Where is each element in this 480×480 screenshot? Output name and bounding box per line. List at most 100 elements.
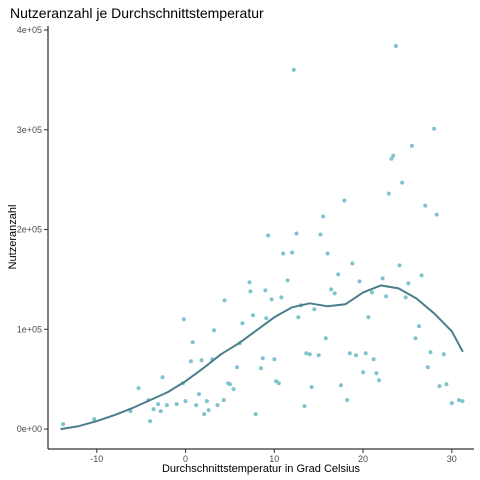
data-point xyxy=(290,250,295,255)
data-point xyxy=(240,321,245,326)
data-point xyxy=(231,387,236,392)
data-point xyxy=(190,340,195,345)
data-point xyxy=(188,359,193,364)
data-point xyxy=(336,272,341,277)
data-point xyxy=(403,295,408,300)
data-point xyxy=(272,357,277,362)
data-point xyxy=(266,233,271,238)
data-point xyxy=(61,422,66,427)
y-tick-label: 1e+05 xyxy=(17,324,42,334)
data-point xyxy=(393,44,398,48)
x-axis-ticks: -10 0 10 20 30 xyxy=(90,449,457,464)
data-point xyxy=(221,398,226,403)
data-point xyxy=(148,419,153,424)
smooth-line xyxy=(60,284,464,430)
data-point xyxy=(204,399,209,404)
data-point xyxy=(263,288,268,293)
data-point xyxy=(425,365,430,370)
data-point xyxy=(397,263,402,268)
data-point xyxy=(456,398,461,403)
data-point xyxy=(199,358,204,363)
data-point xyxy=(247,280,252,285)
y-tick-label: 2e+05 xyxy=(17,225,42,235)
data-point xyxy=(164,403,169,408)
data-point xyxy=(158,409,163,414)
data-point xyxy=(260,356,265,361)
data-point xyxy=(384,294,389,299)
data-point xyxy=(323,336,328,341)
data-point xyxy=(202,412,207,417)
data-point xyxy=(183,399,188,404)
data-point xyxy=(345,398,350,403)
data-point xyxy=(227,382,232,387)
data-point xyxy=(212,328,216,333)
data-point xyxy=(417,324,421,329)
data-point xyxy=(371,357,376,362)
data-point xyxy=(321,214,326,219)
data-point xyxy=(400,180,405,185)
data-point xyxy=(264,316,269,321)
data-point xyxy=(386,191,391,196)
data-point xyxy=(354,353,358,358)
data-point xyxy=(441,352,446,357)
data-point xyxy=(151,407,156,412)
data-point xyxy=(259,366,263,371)
data-point xyxy=(181,317,186,322)
data-point xyxy=(235,365,239,370)
data-point xyxy=(206,408,211,413)
data-point xyxy=(325,251,330,256)
data-point xyxy=(156,402,161,407)
data-point xyxy=(449,401,454,406)
data-point xyxy=(276,381,281,386)
data-point xyxy=(363,351,368,356)
y-tick-label: 4e+05 xyxy=(17,25,42,35)
data-point xyxy=(409,143,414,148)
data-point xyxy=(281,251,286,256)
data-point xyxy=(374,371,379,376)
data-point xyxy=(279,295,284,300)
data-point xyxy=(423,203,428,208)
data-point xyxy=(444,382,449,387)
data-point xyxy=(196,392,201,397)
data-point xyxy=(428,350,433,355)
data-point xyxy=(215,403,220,408)
y-tick-label: 3e+05 xyxy=(17,125,42,135)
data-point xyxy=(174,402,179,407)
data-point xyxy=(389,156,394,161)
data-point xyxy=(304,351,309,356)
data-point xyxy=(312,307,317,312)
data-point xyxy=(285,278,290,283)
data-point xyxy=(460,399,465,404)
x-tick-label: -10 xyxy=(90,454,103,464)
data-point xyxy=(136,386,141,391)
x-tick-label: 30 xyxy=(447,454,457,464)
data-point xyxy=(347,351,352,356)
data-point xyxy=(366,315,371,320)
data-point xyxy=(251,313,255,318)
data-point xyxy=(194,403,199,408)
data-point xyxy=(434,212,439,217)
x-tick-label: 0 xyxy=(183,454,188,464)
x-axis-title: Durchschnittstemperatur in Grad Celsius xyxy=(162,463,361,475)
chart-title: Nutzeranzahl je Durchschnittstemperatur xyxy=(10,5,264,21)
data-point xyxy=(338,383,343,388)
y-tick-label: 0e+00 xyxy=(17,424,42,434)
data-point xyxy=(391,153,396,158)
data-point xyxy=(291,67,296,72)
data-point xyxy=(332,291,337,296)
data-point xyxy=(318,232,323,237)
data-point xyxy=(160,375,165,380)
data-point xyxy=(369,290,374,295)
y-axis-title: Nutzeranzahl xyxy=(7,205,19,270)
data-point xyxy=(296,315,301,320)
data-point xyxy=(253,412,258,417)
data-point xyxy=(309,385,314,390)
data-point xyxy=(357,279,362,284)
plot-marks xyxy=(60,44,465,430)
data-point xyxy=(406,281,411,286)
data-point xyxy=(248,289,253,294)
data-point xyxy=(361,370,366,375)
data-point xyxy=(92,417,97,422)
